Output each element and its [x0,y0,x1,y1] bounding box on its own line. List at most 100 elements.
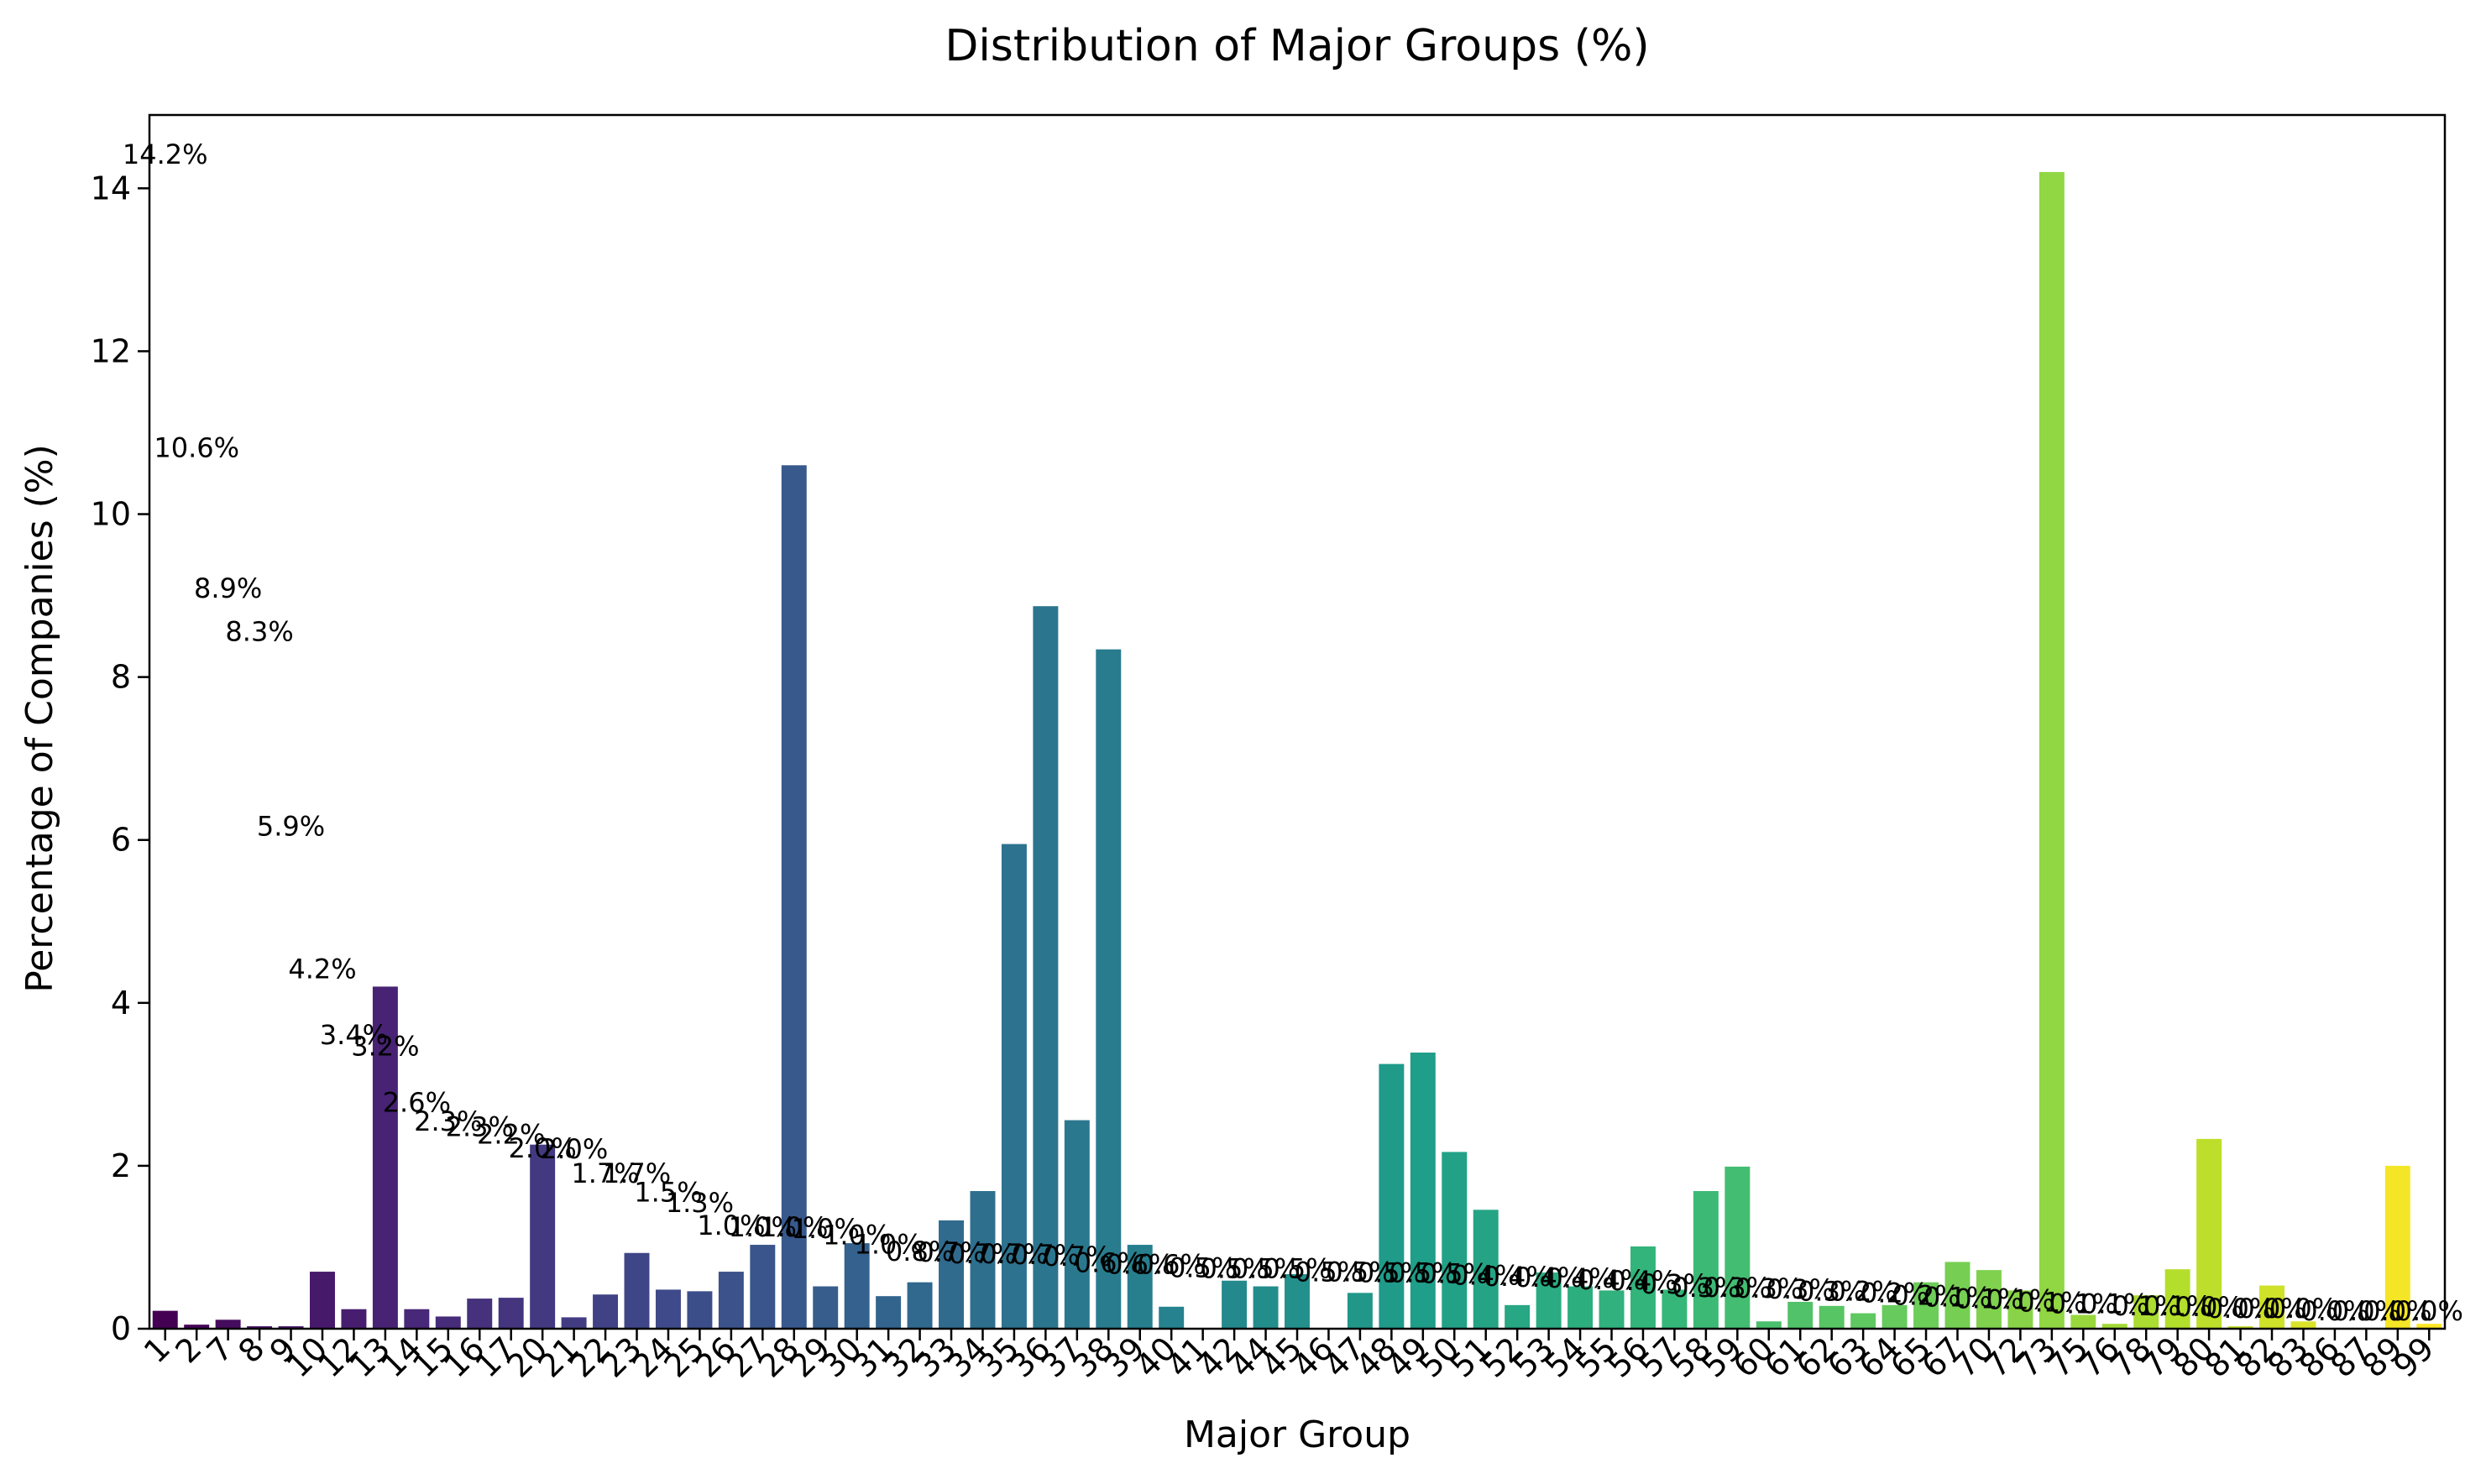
data-label: 1.0% [760,1211,828,1243]
data-label: 0.4% [1546,1262,1614,1294]
data-label: 0.1% [2143,1290,2211,1322]
bar-39 [1127,1245,1153,1329]
data-label: 0.5% [1232,1253,1300,1285]
bar-67 [1944,1262,1970,1329]
plot-frame [148,113,2447,1330]
data-label: 0.8% [886,1236,954,1267]
y-tick-label: 4 [111,985,131,1022]
data-label: 0.5% [1263,1253,1331,1285]
bar-28 [781,465,807,1329]
y-tick-label: 2 [111,1147,131,1184]
bar-34 [970,1190,996,1329]
bar-8 [247,1326,273,1329]
bar-52 [1505,1304,1531,1329]
data-label: 0.1% [1955,1283,2023,1314]
x-axis-label: Major Group [1184,1413,1410,1456]
bar-42 [1222,1280,1248,1329]
data-label: 14.2% [123,138,208,170]
data-label: 0.0% [2395,1295,2463,1327]
data-label: 10.6% [154,431,239,463]
data-label: 2.0% [540,1133,608,1165]
data-label: 0.1% [1986,1283,2054,1315]
data-label: 0.0% [2237,1293,2305,1325]
bar-55 [1599,1290,1625,1329]
data-label: 2.0% [509,1132,577,1164]
y-tick-label: 8 [111,659,131,696]
data-label: 0.6% [1075,1247,1143,1279]
bar-81 [2227,1326,2253,1329]
bar-7 [215,1319,241,1329]
data-label: 0.0% [2175,1291,2243,1323]
data-label: 2.2% [477,1118,545,1150]
data-label: 1.0% [823,1220,891,1251]
bar-21 [561,1317,587,1329]
bar-27 [750,1245,776,1329]
data-label: 3.4% [320,1019,388,1051]
bar-45 [1285,1273,1310,1329]
bar-99 [2416,1324,2442,1329]
data-labels: 14.2%10.6%8.9%8.3%5.9%4.2%3.4%3.2%2.6%2.… [123,138,2463,1327]
bar-44 [1253,1286,1279,1329]
bar-57 [1662,1289,1688,1329]
bar-25 [687,1291,713,1329]
bar-33 [939,1220,965,1329]
bar-38 [1096,649,1122,1329]
bar-62 [1819,1305,1845,1329]
chart-title: Distribution of Major Groups (%) [945,21,1649,71]
bar-61 [1787,1301,1813,1329]
data-label: 0.1% [2049,1288,2117,1319]
data-label: 1.0% [697,1210,765,1241]
data-label: 0.5% [1326,1256,1394,1288]
bar-78 [2133,1295,2159,1329]
bar-76 [2101,1324,2127,1329]
data-label: 0.0% [2206,1293,2274,1325]
data-label: 0.5% [1295,1256,1363,1288]
data-label: 0.5% [1200,1253,1268,1285]
bar-50 [1442,1152,1468,1329]
data-label: 1.7% [571,1157,639,1189]
data-label: 0.3% [1766,1273,1834,1305]
y-axis-ticks: 0 2 4 6 8 10 12 14 [91,170,149,1347]
data-label: 0.6% [1106,1249,1174,1281]
bar-83 [2290,1321,2316,1329]
bar-23 [624,1252,650,1329]
bar-82 [2259,1285,2285,1329]
data-label: 0.5% [1169,1252,1237,1284]
y-axis-label: Percentage of Companies (%) [18,444,61,993]
data-label: 0.0% [2363,1295,2431,1327]
bar-13 [372,986,398,1329]
data-label: 0.1% [2018,1286,2086,1318]
y-tick-label: 6 [111,822,131,859]
data-label: 0.7% [980,1238,1048,1270]
bar-53 [1536,1272,1562,1329]
bar-58 [1693,1190,1719,1329]
bar-10 [310,1272,335,1329]
bar-60 [1756,1321,1782,1329]
bar-72 [2007,1290,2033,1329]
bar-63 [1850,1313,1876,1329]
bar-36 [1033,606,1059,1329]
bar-49 [1410,1053,1436,1329]
bar-22 [593,1294,619,1329]
data-label: 0.5% [1358,1257,1426,1288]
bar-32 [907,1282,933,1329]
bar-59 [1724,1166,1751,1329]
bar-29 [813,1286,839,1329]
bar-24 [655,1289,681,1329]
bar-47 [1347,1293,1373,1329]
data-label: 1.0% [792,1213,860,1245]
data-label: 1.3% [666,1187,734,1219]
data-label: 0.6% [1138,1249,1206,1281]
bar-80 [2196,1138,2222,1329]
bar-89 [2384,1165,2410,1329]
data-label: 1.7% [603,1157,671,1189]
bar-26 [718,1272,744,1329]
bar-9 [278,1326,304,1329]
bar-20 [530,1144,556,1329]
bar-15 [435,1316,461,1329]
bar-73 [2039,171,2065,1330]
data-label: 3.2% [351,1031,419,1063]
data-label: 0.0% [2269,1293,2337,1325]
